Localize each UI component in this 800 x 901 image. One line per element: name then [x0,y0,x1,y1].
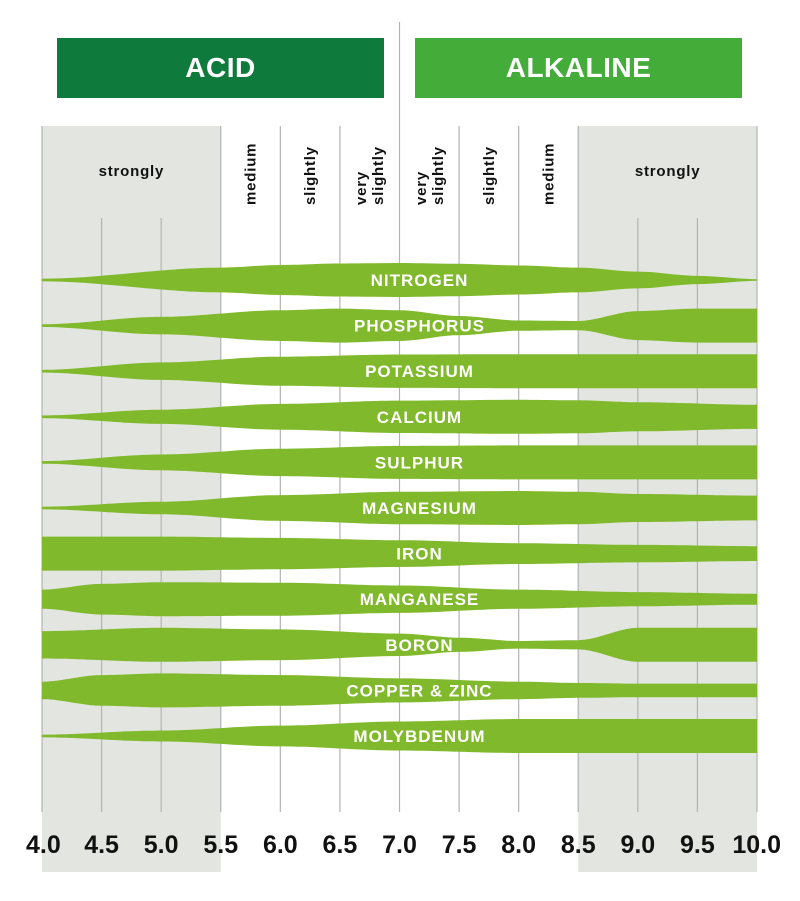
shaded-range-0 [42,126,221,872]
nutrient-label: MANGANESE [360,590,480,609]
nutrient-label: CALCIUM [377,408,462,427]
nutrient-band [42,263,757,297]
x-tick-label: 4.0 [26,831,61,859]
zone-label: slightly [370,146,387,205]
nutrient-label: IRON [396,545,443,564]
nutrient-band [42,491,757,525]
x-tick-label: 7.5 [442,831,477,859]
x-tick-label: 9.5 [680,831,715,859]
x-tick-label: 7.0 [382,831,417,859]
nutrient-label: NITROGEN [371,271,469,290]
x-tick-label: 9.0 [620,831,655,859]
nutrient-label: BORON [385,636,453,655]
x-tick-label: 10.0 [732,831,781,859]
nutrient-band [42,627,757,662]
x-axis-ticks: 4.0 4.5 5.0 5.5 6.0 6.5 7.0 7.5 8.0 8.5 9.0 9.5 10.0 [26,831,781,859]
alkaline-label: ALKALINE [505,52,652,83]
nutrient-label: COPPER & ZINC [346,681,492,700]
zone-label: slightly [302,146,319,205]
nutrient-label: PHOSPHORUS [354,317,485,336]
zone-label: strongly [635,163,701,180]
zone-label: strongly [99,163,165,180]
zone-label: very [353,171,370,205]
zone-label: medium [243,143,260,205]
x-tick-label: 8.5 [561,831,596,859]
nutrient-band [42,308,757,343]
acid-header: ACID [57,38,384,98]
nutrient-label: MOLYBDENUM [353,727,485,746]
x-tick-label: 5.0 [144,831,179,859]
zone-label: medium [540,143,557,205]
nutrient-label: MAGNESIUM [362,499,477,518]
nutrient-bands: NITROGEN PHOSPHORUS POTASSIUM CALCIUM SULPHU… [42,263,757,753]
nutrient-band [42,399,757,434]
x-tick-label: 8.0 [501,831,536,859]
x-tick-label: 4.5 [84,831,119,859]
x-tick-label: 5.5 [203,831,238,859]
alkaline-header: ALKALINE [415,38,742,98]
x-tick-label: 6.5 [323,831,358,859]
nutrient-label: POTASSIUM [365,362,474,381]
nutrient-band [42,673,757,708]
zone-label: very [413,171,430,205]
nutrient-band [42,445,757,480]
nutrient-label: SULPHUR [375,453,464,472]
zone-label: slightly [481,146,498,205]
nutrient-band [42,354,757,389]
nutrient-band [42,719,757,753]
zone-labels: strongly medium slightly very slightly very sl… [99,143,701,205]
nutrient-band [42,582,757,617]
acid-label: ACID [185,52,256,83]
x-tick-label: 6.0 [263,831,298,859]
zone-label: slightly [430,146,447,205]
nutrient-band [42,536,757,571]
